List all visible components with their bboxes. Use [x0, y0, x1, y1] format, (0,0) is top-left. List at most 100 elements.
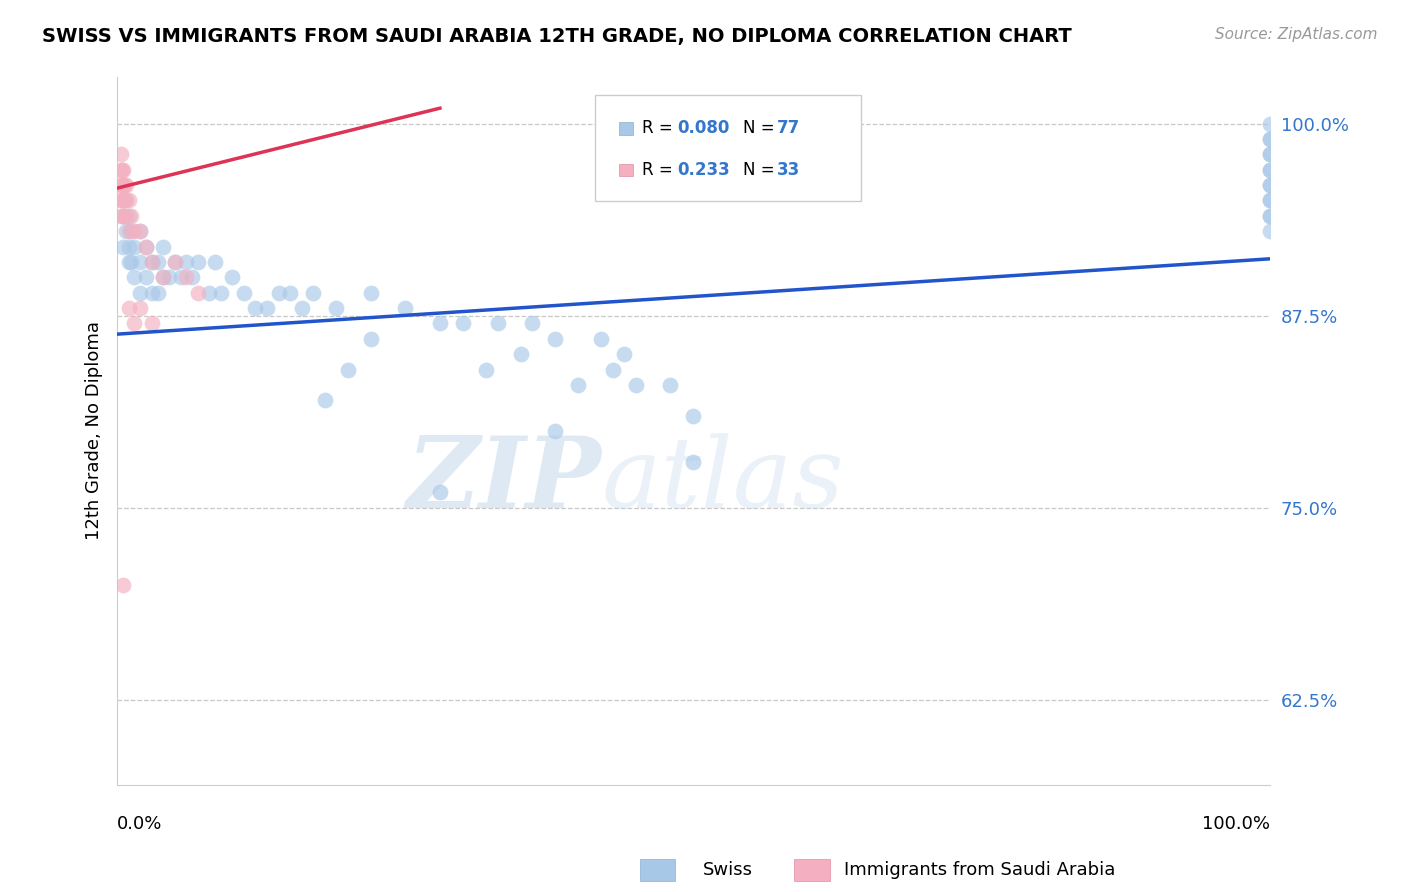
Point [118, 194, 141, 208]
Point [135, 239, 157, 253]
Point [124, 224, 146, 238]
Point [129, 255, 152, 269]
Point [111, 194, 134, 208]
Point [120, 224, 142, 238]
Point [336, 362, 359, 376]
Point [146, 255, 169, 269]
Point [120, 209, 142, 223]
Point [429, 317, 451, 331]
Point [624, 377, 647, 392]
Point [163, 255, 186, 269]
Point [1258, 132, 1281, 146]
Point [135, 270, 157, 285]
Point [1258, 132, 1281, 146]
Text: ZIP: ZIP [406, 433, 602, 529]
Point [1258, 178, 1281, 192]
Text: 0.080: 0.080 [676, 120, 730, 137]
Point [111, 162, 134, 177]
Point [221, 270, 243, 285]
Text: 0.233: 0.233 [676, 161, 730, 179]
Point [267, 285, 290, 300]
Point [141, 285, 163, 300]
Text: 77: 77 [778, 120, 800, 137]
Point [110, 162, 132, 177]
Point [176, 255, 198, 269]
Point [152, 270, 174, 285]
Text: SWISS VS IMMIGRANTS FROM SAUDI ARABIA 12TH GRADE, NO DIPLOMA CORRELATION CHART: SWISS VS IMMIGRANTS FROM SAUDI ARABIA 12… [42, 27, 1071, 45]
Text: N =: N = [742, 120, 779, 137]
Point [118, 209, 141, 223]
Point [111, 162, 134, 177]
Point [682, 455, 704, 469]
Point [115, 209, 138, 223]
Point [486, 317, 509, 331]
Point [544, 332, 567, 346]
Point [682, 409, 704, 423]
Point [110, 147, 132, 161]
Point [360, 285, 382, 300]
Point [1258, 147, 1281, 161]
Point [314, 393, 336, 408]
Point [111, 178, 134, 192]
Point [1258, 162, 1281, 177]
Point [112, 178, 135, 192]
Point [157, 270, 180, 285]
Point [204, 255, 226, 269]
Point [1258, 209, 1281, 223]
Point [475, 362, 498, 376]
Point [1258, 117, 1281, 131]
Point [602, 362, 624, 376]
Point [659, 377, 682, 392]
Point [187, 255, 209, 269]
Text: Source: ZipAtlas.com: Source: ZipAtlas.com [1215, 27, 1378, 42]
Point [110, 178, 132, 192]
Point [112, 194, 135, 208]
Text: atlas: atlas [602, 433, 844, 528]
Text: 0.0%: 0.0% [117, 815, 163, 833]
Point [110, 194, 132, 208]
Point [613, 347, 636, 361]
Point [124, 317, 146, 331]
Point [176, 270, 198, 285]
Point [110, 209, 132, 223]
Point [111, 209, 134, 223]
Point [451, 317, 474, 331]
Point [1258, 162, 1281, 177]
Point [111, 209, 134, 223]
Text: 100.0%: 100.0% [1202, 815, 1270, 833]
Point [129, 285, 152, 300]
Point [181, 270, 204, 285]
Point [115, 178, 138, 192]
Point [302, 285, 325, 300]
Point [115, 194, 138, 208]
Point [169, 270, 191, 285]
Point [394, 301, 416, 315]
Bar [619, 163, 633, 177]
Point [118, 239, 141, 253]
Point [135, 239, 157, 253]
Point [118, 255, 141, 269]
Point [146, 285, 169, 300]
Point [111, 577, 134, 591]
Point [111, 194, 134, 208]
Y-axis label: 12th Grade, No Diploma: 12th Grade, No Diploma [86, 321, 103, 541]
Text: N =: N = [742, 161, 779, 179]
Point [163, 255, 186, 269]
Point [141, 255, 163, 269]
Point [187, 285, 209, 300]
Point [509, 347, 531, 361]
Point [1258, 194, 1281, 208]
Point [115, 224, 138, 238]
Point [591, 332, 613, 346]
Point [120, 255, 142, 269]
Text: Immigrants from Saudi Arabia: Immigrants from Saudi Arabia [844, 861, 1115, 879]
Point [544, 424, 567, 438]
Point [141, 255, 163, 269]
Bar [619, 122, 633, 135]
Text: R =: R = [643, 161, 678, 179]
FancyBboxPatch shape [596, 95, 860, 202]
Point [291, 301, 314, 315]
Text: Swiss: Swiss [703, 861, 754, 879]
Point [1258, 147, 1281, 161]
Point [152, 270, 174, 285]
